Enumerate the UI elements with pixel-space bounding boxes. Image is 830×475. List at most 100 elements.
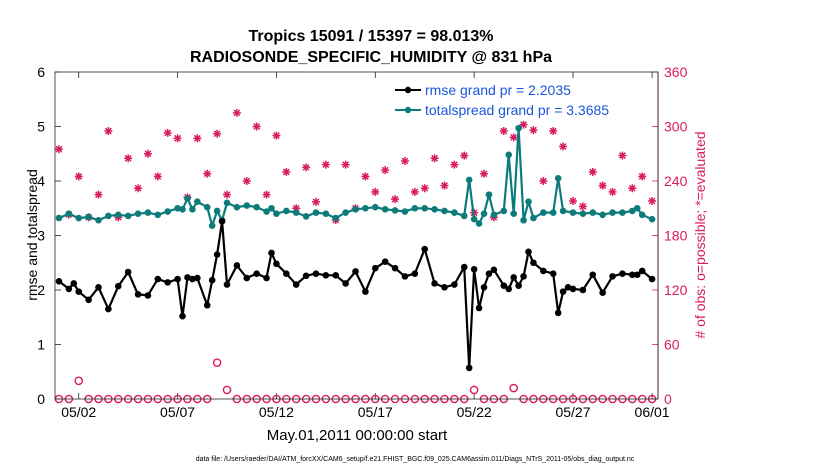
totalspread-point — [490, 211, 498, 219]
obs-evaluated-point — [519, 120, 528, 129]
totalspread-point — [421, 204, 429, 212]
totalspread-point — [589, 209, 597, 216]
x-tick-label: 05/22 — [457, 404, 492, 420]
rmse-point — [505, 285, 513, 293]
obs-evaluated-point — [549, 127, 558, 136]
rmse-point — [273, 260, 280, 268]
totalspread-point — [628, 207, 636, 215]
obs-evaluated-point — [302, 163, 311, 172]
rmse-point — [352, 268, 359, 275]
rmse-point — [411, 270, 419, 277]
rmse-point — [648, 275, 656, 283]
rmse-point — [490, 266, 498, 274]
rmse-point — [213, 251, 221, 258]
obs-evaluated-point — [648, 196, 657, 205]
chart-title-line2: RADIOSONDE_SPECIFIC_HUMIDITY @ 831 hPa — [190, 49, 552, 66]
totalspread-point — [381, 206, 389, 213]
obs-evaluated-point — [638, 172, 647, 181]
rmse-point — [520, 273, 527, 280]
totalspread-point — [411, 204, 419, 212]
rmse-point — [105, 305, 112, 313]
rmse-point — [55, 277, 63, 285]
totalspread-point — [505, 151, 513, 159]
totalspread-point — [638, 211, 646, 219]
totalspread-point — [302, 213, 310, 220]
obs-evaluated-point — [529, 126, 538, 135]
plot-area — [55, 72, 658, 399]
rmse-point — [268, 249, 275, 257]
obs-evaluated-point — [410, 187, 419, 196]
rmse-point — [475, 304, 483, 312]
totalspread-point — [164, 208, 171, 215]
rmse-point — [342, 280, 349, 287]
obs-evaluated-point — [400, 157, 409, 166]
rmse-point — [480, 283, 488, 291]
totalspread-point — [475, 220, 483, 227]
plot-frame — [54, 71, 659, 400]
obs-possible-point — [469, 385, 479, 395]
totalspread-point — [391, 207, 399, 214]
rmse-point — [525, 248, 532, 256]
obs-evaluated-point — [223, 190, 232, 199]
obs-evaluated-point — [559, 142, 568, 151]
obs-possible-point — [74, 376, 84, 386]
totalspread-point — [189, 206, 196, 213]
rmse-point — [174, 275, 181, 283]
totalspread-point — [114, 211, 122, 219]
rmse-point — [75, 288, 83, 295]
totalspread-point — [451, 209, 458, 216]
rmse-point — [421, 245, 429, 253]
totalspread-point — [520, 216, 527, 224]
rmse-point — [65, 285, 73, 293]
data-file-footer: data file: /Users/raeder/DAI/ATM_forcXX/… — [196, 456, 635, 463]
obs-evaluated-point — [124, 154, 133, 163]
rmse-point — [283, 270, 290, 277]
totalspread-point — [549, 209, 557, 216]
totalspread-point — [559, 207, 567, 215]
totalspread-point — [510, 210, 517, 217]
legend-rmse-marker — [404, 86, 412, 94]
totalspread-point — [55, 214, 63, 222]
totalspread-point — [263, 208, 270, 215]
obs-evaluated-point — [153, 172, 162, 181]
totalspread-point — [579, 210, 587, 217]
obs-evaluated-point — [568, 196, 577, 205]
rmse-point — [114, 282, 122, 290]
rmse-point — [530, 259, 537, 267]
y-right-tick-label: 300 — [664, 119, 688, 135]
totalspread-point — [174, 204, 181, 212]
y-right-tick-label: 120 — [664, 282, 688, 298]
rmse-point — [470, 265, 478, 273]
rmse-point — [179, 312, 186, 320]
x-tick-label: 05/27 — [555, 404, 590, 420]
rmse-point — [322, 271, 330, 279]
rmse-point — [431, 280, 438, 287]
totalspread-point — [633, 204, 641, 212]
totalspread-point — [554, 174, 562, 182]
totalspread-point — [203, 203, 211, 211]
rmse-point — [194, 274, 201, 282]
totalspread-point — [648, 215, 656, 223]
axis-ticks: 05/02 05/07 05/12 05/17 05/22 05/27 06/0101234… — [37, 64, 687, 420]
x-tick-label: 06/01 — [635, 404, 670, 420]
rmse-point — [189, 275, 196, 283]
totalspread-point — [362, 204, 369, 212]
rmse-point — [95, 283, 102, 291]
totalspread-point — [525, 198, 532, 206]
y-left-tick-label: 5 — [37, 119, 45, 135]
obs-evaluated-point — [104, 127, 113, 136]
rmse-point — [362, 288, 369, 295]
totalspread-point — [332, 214, 340, 222]
rmse-point — [371, 264, 379, 272]
totalspread-point — [569, 209, 577, 216]
obs-evaluated-point — [272, 131, 281, 140]
obs-evaluated-point — [94, 190, 103, 199]
obs-evaluated-point — [588, 167, 597, 176]
x-tick-label: 05/17 — [358, 404, 393, 420]
totalspread-point — [609, 209, 616, 216]
rmse-point — [485, 270, 493, 277]
totalspread-point — [441, 207, 448, 215]
obs-evaluated-point — [460, 151, 469, 160]
totalspread-point — [124, 212, 132, 220]
totalspread-point — [515, 124, 522, 132]
